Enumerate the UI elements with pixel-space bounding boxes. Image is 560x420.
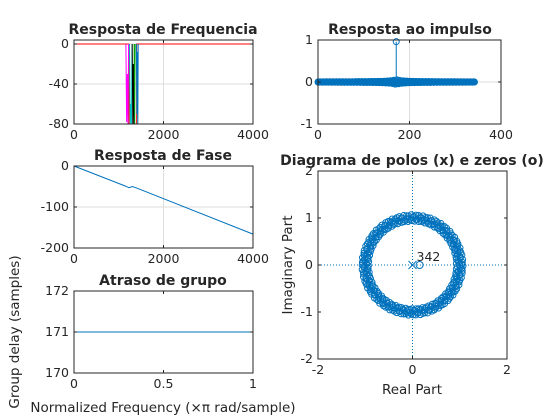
y-axis-label-pole-zero: Imaginary Part (280, 215, 296, 314)
chart-title-group-delay: Atraso de grupo (99, 273, 227, 289)
impulse-xtick-label: 0 (314, 127, 322, 142)
pz-ytick-label: -1 (301, 304, 313, 319)
pz-ytick-label: 1 (305, 210, 313, 225)
chart-title-impulse-response: Resposta ao impulso (328, 22, 492, 38)
zero-marker (386, 217, 394, 225)
panel-phase-response: Resposta de Fase 0 2000 4000 0 -100 -200 (41, 148, 269, 266)
panel-frequency-response: Resposta de Frequencia 0 2000 4000 0 -40 -80 (49, 22, 269, 142)
zero-marker (437, 219, 445, 227)
chart-title-phase-response: Resposta de Fase (94, 148, 232, 164)
impulse-stem-marker (470, 78, 478, 86)
freq-ytick-label: 0 (61, 36, 69, 51)
phase-ytick-label: 0 (61, 158, 69, 173)
delay-xtick-label: 0.5 (154, 376, 174, 391)
pz-ytick-label: -2 (301, 351, 313, 366)
phase-ytick-label: -200 (41, 240, 69, 255)
y-axis-label-group-delay: Group delay (samples) (7, 255, 23, 408)
panel-pole-zero: Diagrama de polos (x) e zeros (o) -2 0 2 2 1… (280, 153, 544, 398)
panel-group-delay: Atraso de grupo 0 0.5 1 172 171 170 Normalize… (7, 255, 296, 416)
pz-xtick-label: 0 (409, 362, 417, 377)
freq-series-line-4 (133, 43, 136, 125)
x-axis-label-pole-zero: Real Part (382, 382, 442, 398)
x-axis-label-group-delay: Normalized Frequency (×π rad/sample) (30, 400, 295, 416)
freq-xtick-label: 0 (70, 127, 78, 142)
delay-xtick-label: 0 (70, 376, 78, 391)
freq-series-line-2 (129, 43, 133, 125)
delay-ytick-label: 170 (45, 365, 69, 380)
zero-marker (457, 274, 465, 282)
freq-series-line-1 (125, 43, 130, 125)
pole-marker-stroke-b (408, 260, 417, 270)
zero-marker (459, 262, 467, 270)
phase-xtick-label: 2000 (148, 251, 180, 266)
chart-title-frequency-response: Resposta de Frequencia (68, 22, 257, 38)
delay-xtick-label: 1 (249, 376, 257, 391)
impulse-xtick-label: 200 (398, 127, 422, 142)
delay-ytick-label: 172 (45, 283, 69, 298)
pz-ytick-label: 2 (305, 163, 313, 178)
zero-marker-inner (415, 261, 424, 269)
chart-title-pole-zero: Diagrama de polos (x) e zeros (o) (280, 153, 544, 169)
phase-xtick-label: 4000 (237, 251, 269, 266)
impulse-ytick-label: 0 (305, 74, 313, 89)
freq-series-line-5 (135, 43, 139, 125)
zero-count-label: 342 (417, 249, 441, 264)
freq-xtick-label: 4000 (237, 127, 269, 142)
impulse-ytick-label: -1 (301, 116, 313, 131)
impulse-xtick-label: 400 (489, 127, 513, 142)
zero-marker (449, 291, 457, 299)
impulse-stem-marker (392, 38, 400, 46)
impulse-ytick-label: 1 (305, 32, 313, 47)
zero-marker (454, 242, 462, 250)
zero-marker (364, 255, 372, 263)
pz-ytick-label: 0 (305, 257, 313, 272)
phase-series-line-0 (73, 165, 254, 235)
pz-xtick-label: -2 (312, 362, 324, 377)
delay-ytick-label: 171 (45, 324, 69, 339)
zero-marker (441, 296, 449, 304)
phase-ytick-label: -100 (41, 199, 69, 214)
phase-xtick-label: 0 (70, 251, 78, 266)
freq-xtick-label: 2000 (148, 127, 180, 142)
freq-ytick-label: -40 (49, 76, 69, 91)
pz-xtick-label: 2 (503, 362, 511, 377)
freq-ytick-label: -80 (49, 116, 69, 131)
zero-marker (371, 291, 379, 299)
